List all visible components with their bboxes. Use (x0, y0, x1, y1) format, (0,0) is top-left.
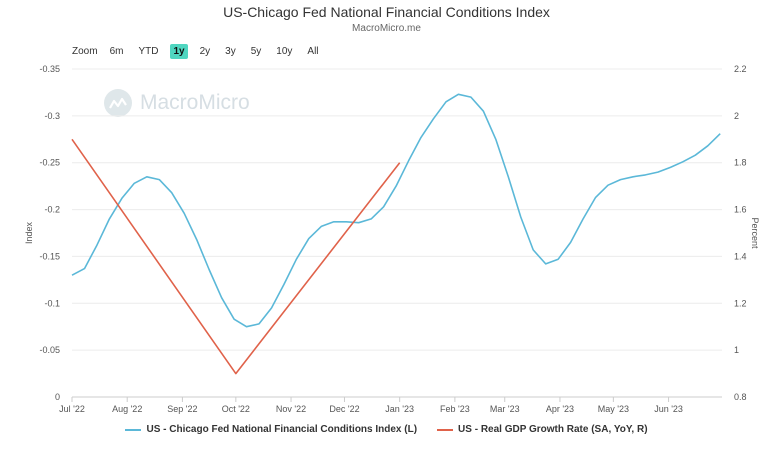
y-right-tick-label: 1.8 (734, 158, 747, 168)
chart-title: US-Chicago Fed National Financial Condit… (223, 4, 550, 20)
series-line-gdp (71, 138, 401, 375)
y-right-tick-label: 1.4 (734, 251, 747, 261)
y-right-tick-label: 2.2 (734, 64, 747, 74)
legend: US - Chicago Fed National Financial Cond… (0, 424, 773, 435)
x-tick-label: Apr '23 (546, 404, 574, 414)
macromicro-logo-icon (104, 89, 132, 117)
x-tick-label: Dec '22 (329, 404, 359, 414)
zoom-label: Zoom (72, 46, 98, 57)
y-left-tick-label: -0.25 (39, 158, 60, 168)
x-tick-label: Oct '22 (222, 404, 250, 414)
zoom-6m-button[interactable]: 6m (109, 46, 124, 57)
x-tick-label: Jul '22 (59, 404, 85, 414)
legend-item-gdp[interactable]: US - Real GDP Growth Rate (SA, YoY, R) (437, 424, 648, 435)
zoom-all-button[interactable]: All (307, 46, 319, 57)
x-tick-label: Feb '23 (440, 404, 470, 414)
watermark-text: MacroMicro (140, 91, 250, 114)
watermark: MacroMicro (104, 89, 250, 117)
x-tick-label: Mar '23 (490, 404, 520, 414)
y-left-tick-label: -0.15 (39, 251, 60, 261)
y-right-tick-label: 1.6 (734, 205, 747, 215)
x-tick-label: Nov '22 (276, 404, 306, 414)
legend-swatch-gdp (437, 428, 454, 431)
zoom-5y-button[interactable]: 5y (250, 46, 262, 57)
y-right-axis-title: Percent (750, 217, 760, 249)
legend-item-nfci[interactable]: US - Chicago Fed National Financial Cond… (125, 424, 417, 435)
zoom-10y-button[interactable]: 10y (276, 46, 293, 57)
y-left-tick-label: 0 (55, 392, 60, 402)
chart-subtitle: MacroMicro.me (352, 23, 421, 34)
x-tick-label: Jun '23 (654, 404, 683, 414)
y-left-tick-label: -0.2 (44, 205, 60, 215)
y-right-tick-label: 0.8 (734, 392, 747, 402)
legend-swatch-nfci (125, 428, 142, 431)
zoom-3y-button[interactable]: 3y (225, 46, 236, 57)
zoom-ytd-button[interactable]: YTD (138, 46, 159, 57)
y-left-axis-title: Index (24, 221, 34, 244)
x-tick-label: Aug '22 (112, 404, 142, 414)
y-left-tick-label: -0.05 (39, 345, 60, 355)
zoom-bar: Zoom 6m YTD 1y 2y 3y 5y 10y All (72, 44, 331, 59)
y-left-tick-label: -0.35 (39, 64, 60, 74)
zoom-2y-button[interactable]: 2y (199, 46, 211, 57)
y-right-tick-label: 2 (734, 111, 739, 121)
y-left-tick-label: -0.1 (44, 298, 60, 308)
x-tick-label: Sep '22 (167, 404, 197, 414)
zoom-1y-button[interactable]: 1y (170, 44, 188, 59)
y-right-tick-label: 1.2 (734, 298, 747, 308)
x-tick-label: May '23 (598, 404, 629, 414)
y-right-tick-label: 1 (734, 345, 739, 355)
x-tick-label: Jan '23 (385, 404, 414, 414)
legend-label-gdp: US - Real GDP Growth Rate (SA, YoY, R) (458, 424, 648, 435)
series-line-nfci (71, 93, 721, 328)
legend-label-nfci: US - Chicago Fed National Financial Cond… (146, 424, 418, 435)
y-left-tick-label: -0.3 (44, 111, 60, 121)
